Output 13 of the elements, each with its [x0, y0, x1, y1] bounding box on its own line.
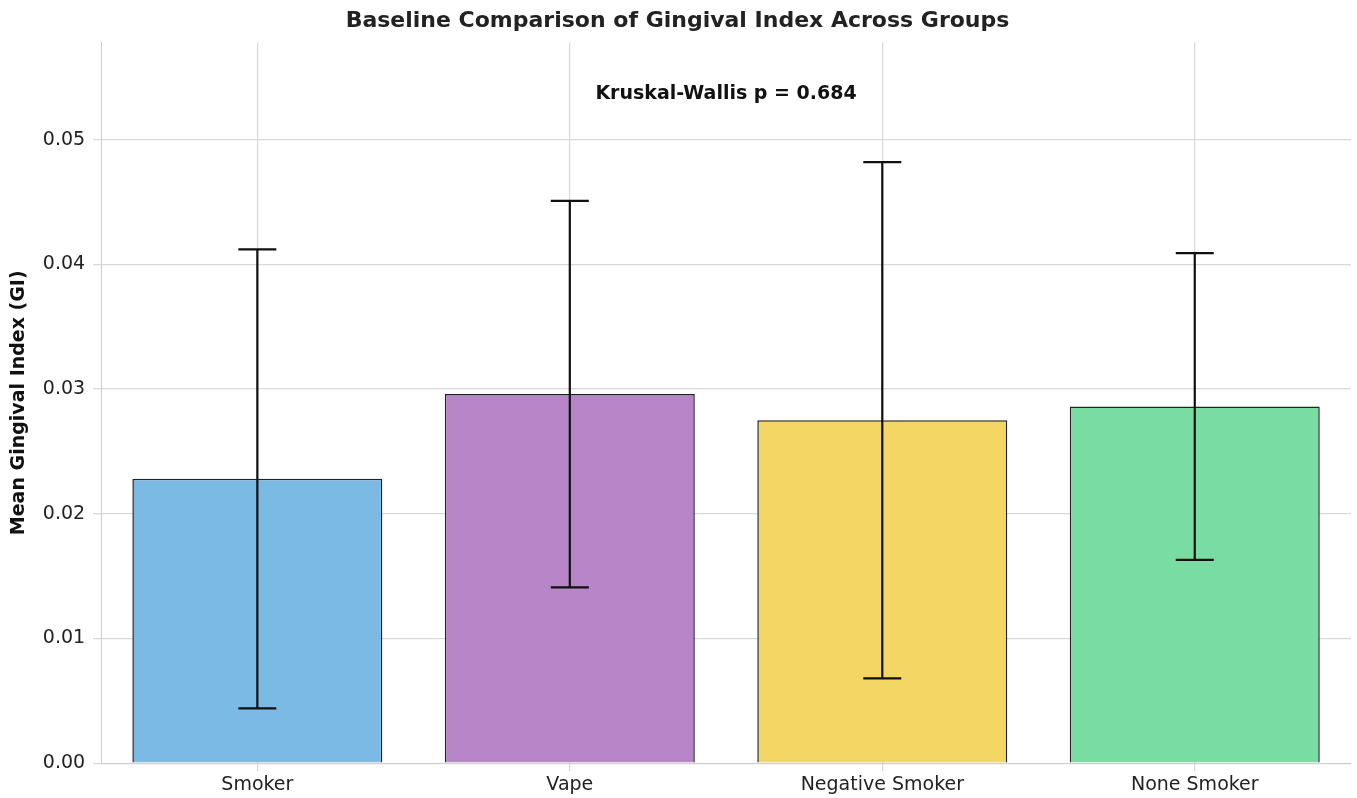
y-tick-label: 0.02: [42, 500, 86, 523]
y-tick-label: 0.00: [42, 750, 86, 773]
x-tick-label: Vape: [546, 771, 594, 794]
x-tick-label: Negative Smoker: [800, 771, 965, 794]
y-axis-title: Mean Gingival Index (GI): [6, 270, 29, 536]
chart-title: Baseline Comparison of Gingival Index Across Groups: [345, 6, 1010, 32]
y-tick-label: 0.03: [42, 376, 86, 399]
x-tick-label: Smoker: [221, 771, 294, 794]
y-tick-label: 0.01: [42, 625, 86, 648]
annotation: Kruskal-Wallis p = 0.684: [595, 81, 857, 104]
y-tick-label: 0.05: [42, 126, 86, 149]
y-tick-label: 0.04: [42, 251, 86, 274]
x-tick-label: None Smoker: [1130, 771, 1259, 794]
